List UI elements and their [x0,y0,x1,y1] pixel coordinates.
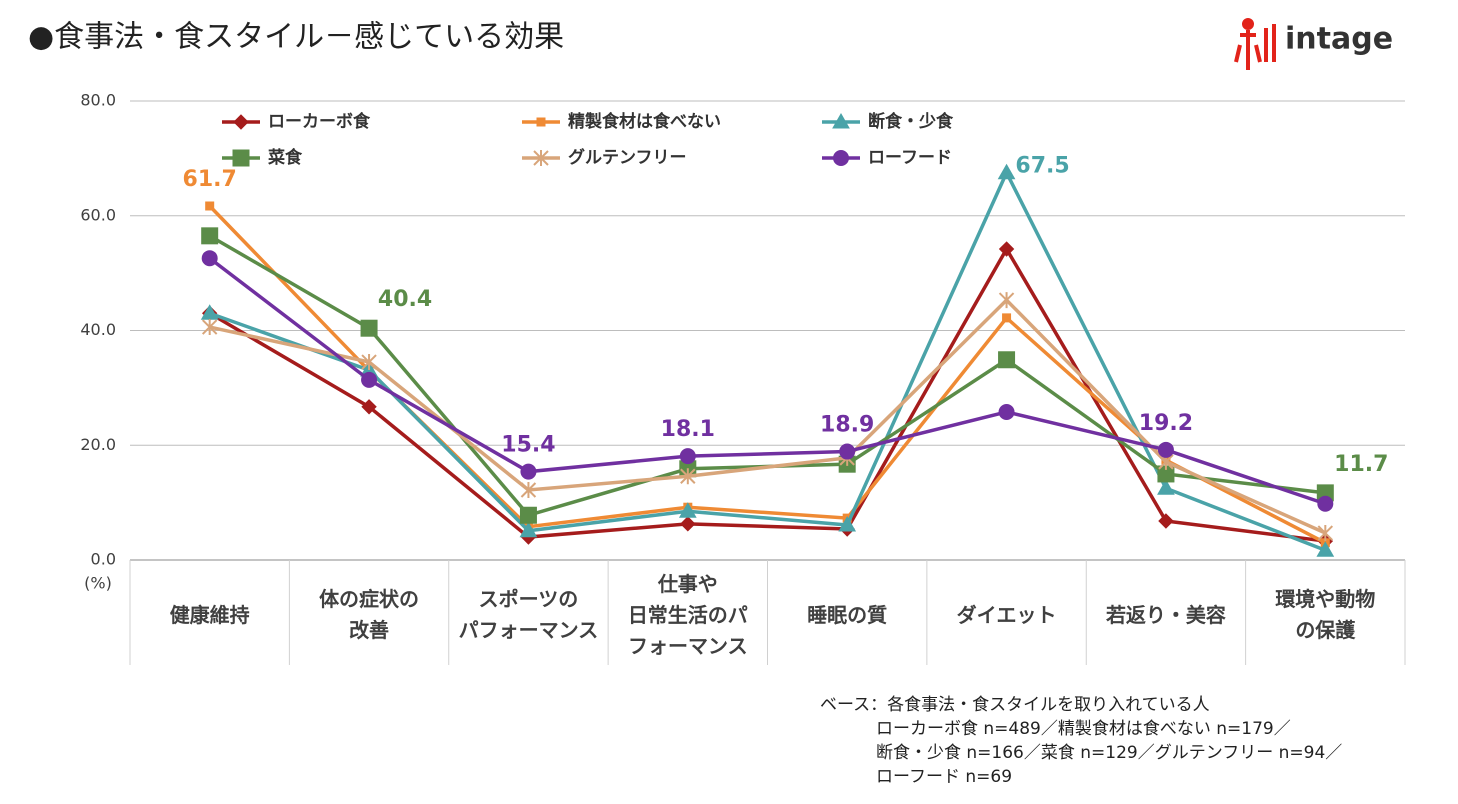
x-tick-label: 睡眠の質 [807,602,888,627]
marker [233,114,249,130]
marker [838,515,857,532]
x-tick-label: 健康維持 [169,602,250,627]
marker [1317,495,1334,512]
marker [998,241,1015,257]
marker [1002,313,1012,323]
marker [361,354,377,371]
y-tick-label: 60.0 [80,205,116,224]
data-label: 67.5 [1015,154,1069,179]
data-label: 18.1 [661,417,715,442]
marker [519,521,538,538]
series [201,250,1334,512]
marker [360,319,378,337]
marker [679,448,696,465]
y-unit: (%) [84,574,112,593]
marker [361,371,378,388]
marker [998,403,1015,420]
data-label: 18.9 [820,413,874,438]
series [201,241,1334,549]
series-line [208,204,1327,545]
legend-label: ローフード [868,148,952,168]
legend-label: ローカーボ食 [268,111,371,132]
legend-label: グルテンフリー [568,147,687,168]
marker [680,516,696,532]
x-tick-label: 環境や動物 の保護 [1275,587,1376,642]
marker [205,201,215,211]
legend-label: 断食・少食 [868,111,954,132]
y-tick-label: 40.0 [80,320,116,339]
y-tick-label: 20.0 [80,435,116,454]
marker [232,149,250,167]
marker [1157,441,1174,458]
logo-text: intage [1285,22,1393,57]
marker [832,112,850,129]
marker [1158,513,1174,529]
marker [1316,541,1335,557]
logo-icon [1234,18,1276,70]
marker [520,463,537,480]
x-tick-label: 体の症状の 改善 [319,587,420,642]
note-line: ローフード n=69 [876,767,1013,787]
marker [998,351,1016,369]
series-line [209,297,1327,535]
legend-label: 精製食材は食べない [568,111,721,132]
marker [680,468,696,485]
data-label: 19.2 [1139,411,1193,436]
marker [839,443,856,460]
marker [1157,479,1175,495]
data-label: 61.7 [183,167,237,192]
marker [997,163,1016,180]
y-tick-label: 80.0 [80,91,116,110]
series-line [208,245,1326,543]
marker [201,227,219,245]
x-tick-label: 若返り・美容 [1105,602,1226,627]
marker [361,399,377,415]
note-line: ローカーボ食 n=489／精製食材は食べない n=179／ [876,719,1291,739]
marker [833,150,849,166]
marker [998,292,1015,309]
marker [536,117,546,127]
y-tick-label: 0.0 [91,550,116,569]
note-line: 断食・少食 n=166／菜食 n=129／グルテンフリー n=94／ [876,743,1343,763]
x-tick-label: 仕事や 日常生活のパ フォーマンス [627,571,748,658]
x-tick-label: ダイエット [956,602,1057,627]
data-label: 11.7 [1334,452,1388,477]
note-line: ベース：各食事法・食スタイルを取り入れている人 [820,695,1210,715]
data-label: 40.4 [378,287,432,312]
chart-title: ●食事法・食スタイル－感じている効果 [28,20,564,55]
marker [533,150,549,166]
data-label: 15.4 [501,433,555,458]
series-line [208,256,1326,506]
marker [1317,525,1334,542]
marker [201,250,218,267]
legend-label: 菜食 [267,147,303,168]
marker [678,502,697,518]
x-tick-label: スポーツの パフォーマンス [458,587,599,642]
marker [201,319,218,336]
marker [519,506,537,524]
marker [520,482,537,499]
